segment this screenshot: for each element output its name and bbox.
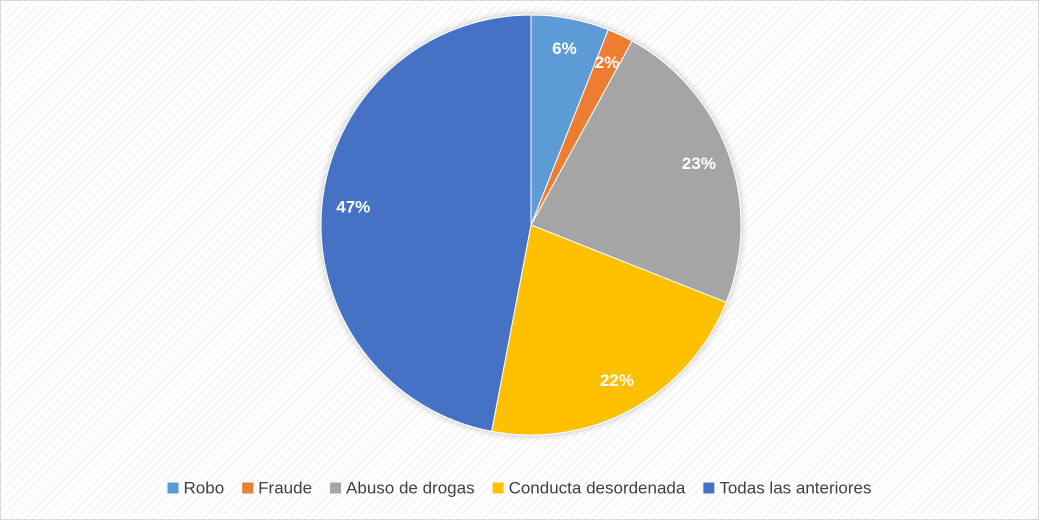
pie xyxy=(320,14,742,436)
pie-slice xyxy=(491,224,727,436)
legend-label: Conducta desordenada xyxy=(509,478,686,497)
legend-label: Abuso de drogas xyxy=(346,478,475,497)
data-label: 2% xyxy=(595,53,620,72)
data-label: 6% xyxy=(552,39,577,58)
legend-swatch xyxy=(330,482,342,494)
data-label: 47% xyxy=(336,198,370,217)
pie-slice xyxy=(530,40,742,303)
legend-swatch xyxy=(242,482,254,494)
data-label: 23% xyxy=(682,154,716,173)
pie-slice xyxy=(320,14,532,432)
data-label: 22% xyxy=(600,371,634,390)
legend-swatch xyxy=(167,482,179,494)
legend-label: Fraude xyxy=(258,478,312,497)
legend-label: Robo xyxy=(184,478,225,497)
legend: Robo Fraude Abuso de drogas Conducta desord… xyxy=(167,478,871,497)
labels: 6% 2% 23% 22% 47% xyxy=(336,39,716,390)
legend-swatch xyxy=(703,482,715,494)
legend-swatch xyxy=(492,482,504,494)
legend-label: Todas las anteriores xyxy=(719,478,871,497)
